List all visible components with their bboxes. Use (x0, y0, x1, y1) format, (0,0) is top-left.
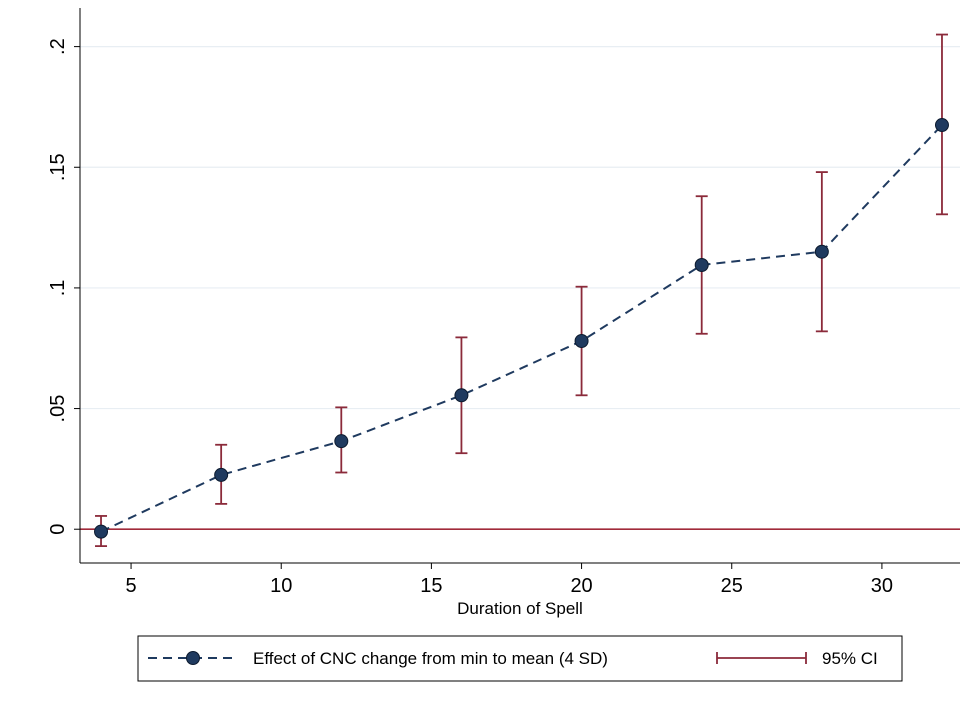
axes (74, 8, 960, 569)
legend-label-ci: 95% CI (822, 649, 878, 668)
x-tick-label-3: 20 (570, 575, 592, 597)
effect-line (100, 124, 943, 533)
effect-point-1 (214, 467, 229, 482)
effect-point-2 (334, 434, 349, 449)
x-tick-label-0: 5 (125, 575, 136, 597)
effect-point-5 (694, 257, 709, 272)
effect-point-0 (94, 524, 109, 539)
effect-point-3 (454, 388, 469, 403)
y-tick-label-3: .15 (47, 153, 69, 181)
x-tick-label-1: 10 (270, 575, 292, 597)
legend-keys (148, 651, 807, 665)
gridlines (80, 46, 960, 410)
tick-labels: 0 .05 .1 .15 .2 5 10 15 20 25 30 (47, 38, 893, 597)
x-tick-label-4: 25 (721, 575, 743, 597)
legend-label-effect: Effect of CNC change from min to mean (4… (253, 649, 608, 668)
x-tick-label-2: 15 (420, 575, 442, 597)
legend-key-effect-point (186, 651, 200, 665)
legend: Effect of CNC change from min to mean (4… (137, 635, 903, 682)
y-tick-label-1: .05 (47, 395, 69, 423)
effect-point-6 (814, 244, 829, 259)
y-tick-label-2: .1 (47, 280, 69, 297)
y-tick-label-4: .2 (47, 38, 69, 55)
effect-point-4 (574, 334, 589, 348)
y-tick-label-0: 0 (47, 524, 69, 535)
x-tick-label-5: 30 (871, 575, 893, 597)
effect-point-7 (934, 118, 949, 133)
effect-series (94, 118, 949, 539)
x-axis-title: Duration of Spell (457, 599, 583, 618)
plot-background (80, 8, 960, 563)
